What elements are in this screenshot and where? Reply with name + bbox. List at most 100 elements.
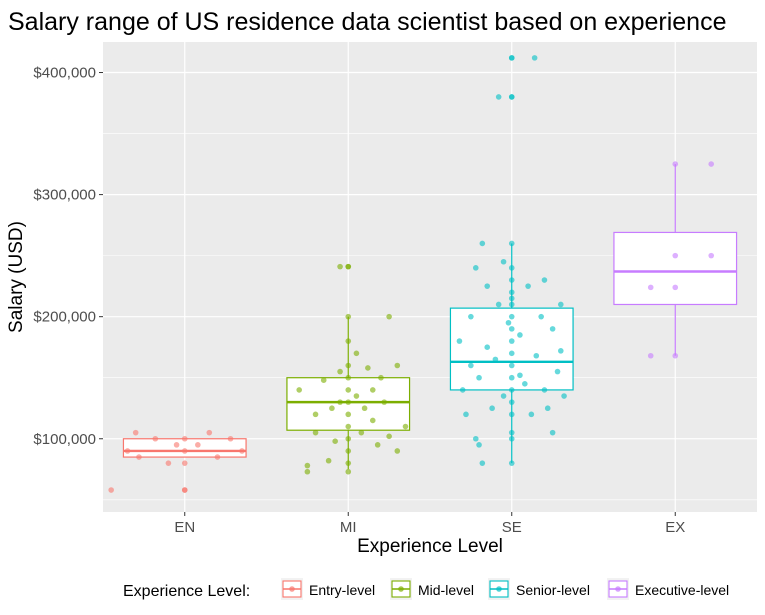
data-point [374, 442, 381, 448]
data-point [500, 258, 507, 265]
legend-key-point [398, 586, 404, 592]
data-point [472, 265, 479, 271]
data-point [320, 377, 327, 383]
data-point [647, 352, 654, 359]
legend-title: Experience Level: [123, 583, 250, 600]
x-axis-title: Experience Level [357, 536, 503, 557]
box-ex [613, 164, 738, 356]
data-point [508, 301, 515, 308]
data-point [528, 411, 535, 418]
data-point [369, 417, 376, 424]
legend-item-executive-level: Executive-level [607, 578, 729, 600]
x-tick-label: SE [502, 519, 522, 536]
data-point [508, 338, 515, 344]
data-point [181, 487, 188, 493]
data-point [329, 405, 335, 412]
data-point [239, 448, 245, 454]
data-point [206, 429, 213, 436]
data-point [378, 374, 384, 381]
data-point [476, 442, 482, 448]
data-point [525, 283, 531, 289]
data-point [152, 435, 159, 442]
data-point [558, 301, 564, 308]
data-point [561, 393, 567, 399]
data-point [508, 313, 515, 320]
data-point [541, 277, 548, 283]
data-point [345, 448, 352, 454]
data-point [459, 387, 466, 393]
data-point [541, 387, 548, 393]
data-point [296, 387, 303, 393]
data-point [345, 411, 352, 418]
data-points [108, 55, 715, 493]
data-point [708, 161, 715, 167]
y-axis-ticks: $100,000 $200,000 $300,000 $400,000 [33, 65, 103, 448]
data-point [505, 319, 512, 326]
legend: Experience Level: Entry-level Mid-level Se… [123, 578, 729, 600]
data-point [132, 429, 139, 436]
data-point [508, 399, 515, 405]
data-point [304, 468, 311, 475]
data-point [484, 283, 491, 289]
data-point [549, 429, 556, 436]
data-point [345, 313, 352, 320]
data-point [345, 387, 352, 393]
data-point [495, 301, 502, 308]
data-point [181, 435, 188, 442]
data-point [345, 468, 352, 475]
data-point [472, 435, 479, 442]
data-point [353, 350, 360, 357]
data-point [522, 381, 528, 387]
legend-label: Senior-level [516, 582, 590, 598]
data-point [495, 94, 502, 100]
data-point [312, 411, 319, 418]
data-point [492, 356, 499, 363]
data-point [214, 454, 221, 460]
data-point [386, 433, 392, 440]
data-point [181, 460, 188, 466]
data-point [304, 462, 311, 469]
data-point [508, 374, 515, 381]
legend-item-senior-level: Senior-level [488, 578, 590, 600]
legend-item-entry-level: Entry-level [281, 578, 375, 600]
data-point [508, 411, 515, 418]
data-point [544, 405, 551, 412]
data-point [365, 365, 371, 371]
data-point [508, 94, 515, 100]
x-tick-label: EX [665, 519, 685, 536]
data-point [479, 460, 486, 466]
data-point [227, 435, 234, 442]
data-point [554, 368, 561, 375]
data-point [508, 435, 515, 442]
data-point [165, 460, 172, 466]
y-tick-label: $100,000 [33, 431, 96, 448]
data-point [508, 295, 515, 302]
data-point [533, 352, 540, 359]
x-axis-ticks: EN MI SE EX [174, 512, 685, 536]
data-point [476, 374, 482, 381]
data-point [337, 263, 343, 270]
data-point [508, 277, 515, 283]
data-point [517, 332, 523, 338]
data-point [463, 411, 469, 418]
data-point [508, 265, 515, 271]
data-point [325, 457, 332, 464]
data-point [479, 240, 486, 247]
box-iqr [613, 231, 738, 306]
data-point [508, 387, 515, 393]
y-tick-label: $400,000 [33, 65, 96, 82]
data-point [332, 438, 338, 444]
data-point [312, 429, 319, 436]
data-point [531, 55, 538, 61]
data-point [345, 460, 352, 466]
legend-key-point [289, 586, 295, 592]
chart-title: Salary range of US residence data scient… [8, 8, 726, 36]
data-point [345, 362, 352, 369]
data-point [345, 399, 352, 405]
data-point [508, 240, 515, 247]
data-point [508, 429, 515, 436]
data-point [468, 362, 474, 369]
data-point [124, 448, 131, 454]
data-point [672, 161, 679, 167]
